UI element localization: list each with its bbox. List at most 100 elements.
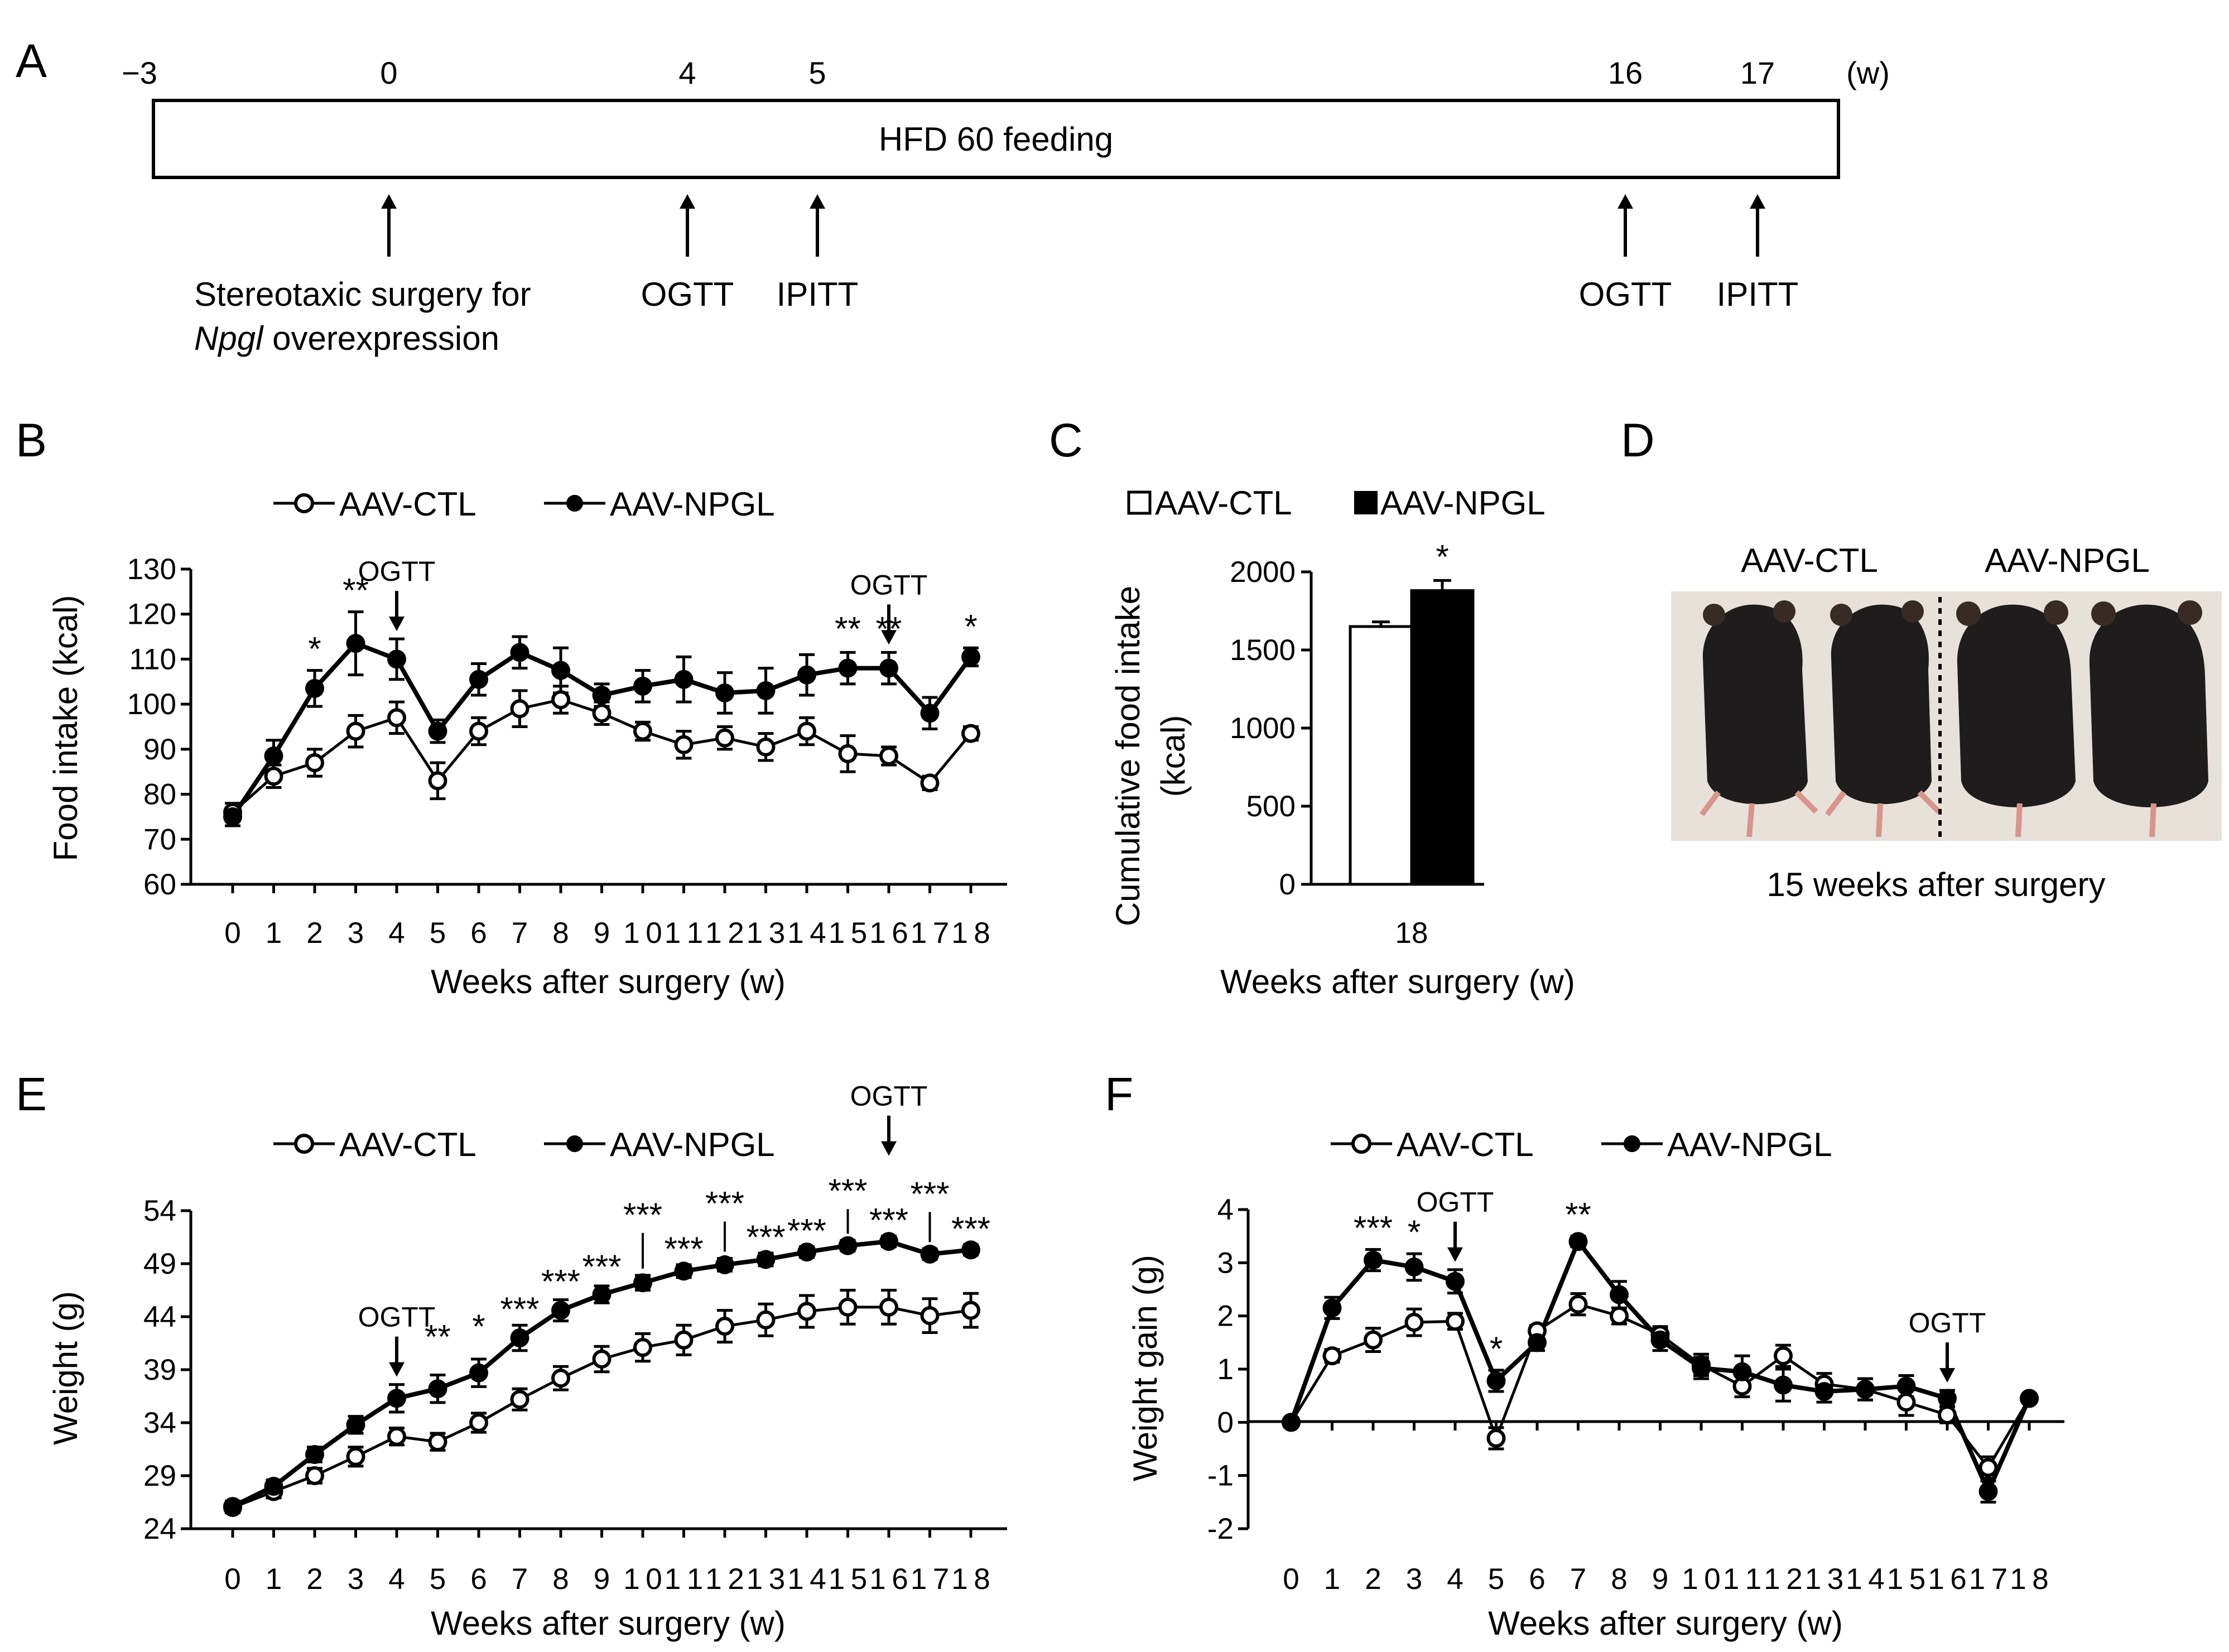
y-tick-label: 2: [1217, 1300, 1234, 1333]
mouse-photo-ctl-1: [1700, 600, 1818, 837]
timeline-tick: −3: [122, 55, 157, 90]
legend-marker-npgl: [1624, 1135, 1640, 1152]
photo-label-npgl: AAV-NPGL: [1985, 542, 2150, 579]
data-point-npgl: [1486, 1371, 1506, 1390]
data-point-npgl: [1896, 1376, 1916, 1396]
mouse-photo-ctl-2: [1825, 600, 1941, 837]
x-tick-label: 1: [1324, 1563, 1340, 1596]
x-tick-label: 16: [1928, 1563, 1967, 1596]
data-point-ctl: [879, 1297, 898, 1317]
x-tick-label: 16: [869, 1563, 908, 1596]
weight-gain-chart: AAV-CTL AAV-NPGL Weeks after surgery (w)…: [1126, 1126, 2064, 1642]
significance-marker: ***: [910, 1175, 949, 1212]
y-tick-label: 120: [127, 598, 176, 631]
x-tick-label: 18: [951, 1563, 990, 1596]
y-axis-label: Weight gain (g): [1126, 1255, 1164, 1481]
significance-marker: ***: [951, 1210, 990, 1248]
x-tick-label: 11: [665, 1563, 704, 1596]
annotation-ogtt: OGTT: [358, 1302, 436, 1333]
legend-label-ctl: AAV-CTL: [1155, 484, 1292, 522]
annotation-ogtt: OGTT: [1909, 1307, 1986, 1338]
legend-label-npgl: AAV-NPGL: [610, 485, 775, 523]
data-point-ctl: [1322, 1346, 1342, 1366]
x-tick-label: 0: [224, 917, 240, 950]
data-point-npgl: [797, 1242, 816, 1262]
y-tick-label: 60: [143, 868, 176, 901]
data-point-npgl: [838, 1236, 858, 1255]
y-axis-label: Weight (g): [47, 1291, 84, 1445]
arrow-down-icon: [1939, 1368, 1955, 1383]
significance-marker: ***: [541, 1263, 580, 1301]
significance-marker: ***: [828, 1172, 867, 1210]
x-tick-label: 15: [829, 917, 868, 950]
x-tick-label: 2: [306, 1563, 322, 1596]
significance-marker: ***: [1354, 1210, 1393, 1247]
data-point-npgl: [633, 1273, 652, 1293]
data-point-ctl: [1938, 1405, 1957, 1424]
x-tick-label: 15: [829, 1563, 868, 1596]
data-point-npgl: [305, 678, 324, 698]
data-point-npgl: [346, 1415, 365, 1434]
legend: AAV-CTL AAV-NPGL: [1331, 1126, 1832, 1163]
data-point-npgl: [264, 1477, 283, 1496]
y-tick-label: 500: [1246, 790, 1296, 823]
significance-marker: ***: [869, 1202, 908, 1239]
x-tick-label: 13: [1805, 1563, 1844, 1596]
x-tick-label: 18: [951, 917, 990, 950]
y-tick-label: 49: [143, 1248, 176, 1280]
photo-caption: 15 weeks after surgery: [1767, 866, 2106, 903]
y-tick-label: 90: [143, 733, 176, 766]
y-tick-label: 1500: [1230, 634, 1296, 667]
panel-label-f: F: [1105, 1068, 1133, 1120]
legend-label-ctl: AAV-CTL: [1397, 1126, 1534, 1163]
data-point-ctl: [551, 1369, 570, 1388]
timeline-tick: 16: [1608, 55, 1643, 90]
mouse-photo-npgl-1: [1956, 600, 2076, 837]
legend-label-ctl: AAV-CTL: [339, 1126, 476, 1163]
x-tick-label: 13: [747, 917, 786, 950]
x-tick-label: 5: [430, 1563, 446, 1596]
data-point-npgl: [428, 1379, 447, 1399]
data-point-ctl: [797, 1302, 816, 1321]
legend: AAV-CTL AAV-NPGL: [273, 1126, 775, 1163]
x-tick-label: 17: [911, 917, 950, 950]
data-point-npgl: [879, 658, 898, 678]
data-point-npgl: [592, 686, 612, 705]
legend-label-ctl: AAV-CTL: [339, 485, 476, 523]
arrow-up-icon: [1750, 194, 1765, 257]
x-tick-label: 6: [470, 1563, 487, 1596]
data-point-npgl: [674, 1261, 694, 1281]
data-point-ctl: [428, 771, 447, 791]
data-point-ctl: [961, 724, 980, 743]
event-ipitt: IPITT: [777, 276, 859, 313]
x-tick-label: 12: [1764, 1563, 1803, 1596]
y-axis-label-line2: (kcal): [1154, 715, 1192, 797]
x-tick-label: 1: [266, 917, 282, 950]
x-tick-label: 18: [2010, 1563, 2049, 1596]
data-point-npgl: [715, 683, 734, 702]
data-point-ctl: [961, 1301, 980, 1320]
data-point-npgl: [1568, 1232, 1588, 1251]
data-point-ctl: [920, 773, 940, 793]
data-point-npgl: [1364, 1250, 1383, 1270]
timeline-tick: 0: [380, 55, 397, 90]
annotation-ogtt: OGTT: [850, 1081, 928, 1112]
x-tick-label: 2: [1365, 1563, 1381, 1596]
y-tick-label: 110: [129, 643, 177, 676]
data-point-ctl: [264, 767, 283, 786]
y-tick-label: 130: [127, 553, 176, 586]
data-point-npgl: [469, 670, 488, 689]
data-point-npgl: [223, 807, 242, 826]
bar-ctl: [1349, 625, 1413, 886]
data-point-npgl: [387, 649, 406, 669]
data-point-npgl: [428, 721, 447, 741]
y-tick-label: 100: [127, 688, 176, 721]
x-tick-label: 3: [348, 917, 364, 950]
data-point-ctl: [1486, 1428, 1506, 1448]
significance-marker: ***: [623, 1196, 662, 1234]
data-point-ctl: [1364, 1330, 1383, 1350]
significance-marker: **: [343, 572, 369, 609]
x-tick-label: 7: [1570, 1563, 1586, 1596]
x-tick-label: 9: [594, 917, 610, 950]
data-point-npgl: [1404, 1257, 1424, 1277]
